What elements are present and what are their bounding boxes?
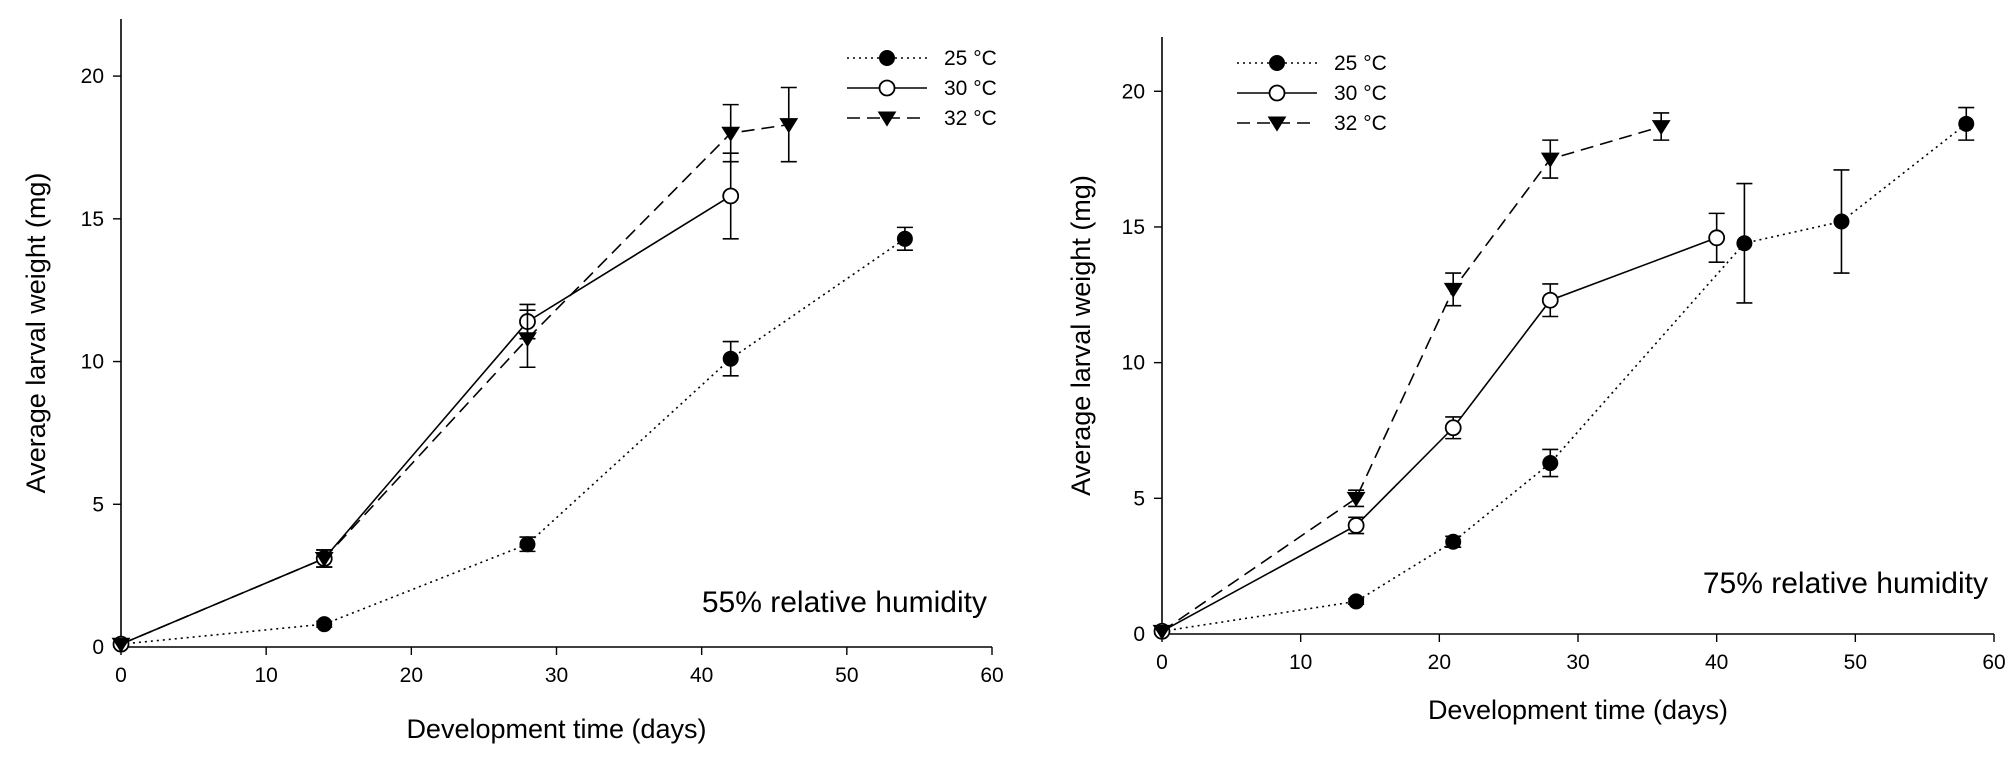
y-tick-label: 10 bbox=[1122, 352, 1145, 375]
data-point bbox=[1348, 593, 1365, 610]
data-point bbox=[1152, 624, 1172, 640]
x-tick-label: 40 bbox=[690, 664, 713, 687]
data-point bbox=[1444, 419, 1462, 437]
series-line bbox=[120, 123, 789, 645]
data-point bbox=[1443, 282, 1463, 298]
legend-label: 32 °C bbox=[944, 107, 997, 130]
x-tick-label: 0 bbox=[1156, 651, 1168, 674]
x-tick-label: 60 bbox=[980, 664, 1003, 687]
x-tick-label: 30 bbox=[545, 664, 568, 687]
data-point bbox=[779, 118, 799, 134]
data-point bbox=[1540, 152, 1560, 168]
series-line bbox=[120, 195, 732, 645]
y-tick-label: 15 bbox=[81, 208, 104, 231]
data-point bbox=[896, 230, 913, 247]
legend-label: 30 °C bbox=[944, 77, 997, 100]
x-tick-label: 50 bbox=[835, 664, 858, 687]
y-tick-label: 20 bbox=[1122, 80, 1145, 103]
data-point bbox=[314, 552, 334, 568]
data-point bbox=[519, 536, 536, 553]
data-point bbox=[111, 637, 131, 653]
legend-marker bbox=[1267, 116, 1287, 132]
x-tick-label: 60 bbox=[1982, 651, 2005, 674]
data-point bbox=[722, 350, 739, 367]
legend-marker bbox=[1268, 84, 1286, 102]
legend-label: 32 °C bbox=[1334, 112, 1387, 135]
legend-label: 30 °C bbox=[1334, 82, 1387, 105]
data-point bbox=[1347, 517, 1365, 534]
data-point bbox=[722, 187, 740, 205]
x-tick-label: 0 bbox=[115, 664, 127, 687]
data-point bbox=[1833, 213, 1850, 230]
data-point bbox=[1708, 229, 1726, 247]
chart-75-percent-humidity: 0 10 20 30 40 50 60 0 5 10 15 20 Development time (d… bbox=[1066, 37, 2006, 725]
y-tick-label: 0 bbox=[1133, 623, 1145, 646]
chart-55-percent-humidity: 0 10 20 30 40 50 60 0 5 10 15 20 Development time (d… bbox=[21, 19, 1004, 744]
x-axis-title: Development time (days) bbox=[1428, 695, 1728, 725]
series-line bbox=[1161, 125, 1662, 632]
x-tick-label: 40 bbox=[1705, 651, 1728, 674]
legend-label: 25 °C bbox=[944, 47, 997, 70]
series-line bbox=[1161, 123, 1967, 633]
x-tick-label: 20 bbox=[400, 664, 423, 687]
data-point bbox=[1542, 455, 1559, 472]
y-axis-title: Average larval weight (mg) bbox=[1066, 175, 1096, 496]
y-tick-label: 5 bbox=[92, 493, 104, 516]
x-tick-label: 10 bbox=[1289, 651, 1312, 674]
y-tick-label: 0 bbox=[92, 636, 104, 659]
legend-marker bbox=[1269, 55, 1285, 71]
legend-marker bbox=[879, 50, 895, 66]
data-point bbox=[1958, 115, 1975, 132]
humidity-annotation: 75% relative humidity bbox=[1703, 567, 1988, 600]
x-axis-title: Development time (days) bbox=[406, 714, 706, 744]
data-point bbox=[1541, 291, 1559, 309]
y-tick-label: 20 bbox=[81, 65, 104, 88]
y-axis-title: Average larval weight (mg) bbox=[21, 173, 51, 494]
legend-label: 25 °C bbox=[1334, 52, 1387, 75]
data-point bbox=[1445, 533, 1462, 550]
data-point bbox=[721, 126, 741, 142]
x-tick-label: 10 bbox=[254, 664, 277, 687]
humidity-annotation: 55% relative humidity bbox=[702, 586, 987, 619]
legend-marker bbox=[877, 111, 897, 127]
x-tick-label: 20 bbox=[1428, 651, 1451, 674]
x-tick-label: 50 bbox=[1844, 651, 1867, 674]
legend-marker bbox=[878, 79, 896, 97]
y-tick-label: 5 bbox=[1133, 487, 1145, 510]
y-tick-label: 10 bbox=[81, 351, 104, 374]
data-point bbox=[316, 616, 333, 633]
data-point bbox=[518, 332, 537, 348]
data-point bbox=[1346, 491, 1366, 507]
x-tick-label: 30 bbox=[1566, 651, 1589, 674]
series-line bbox=[120, 238, 906, 645]
data-point bbox=[1651, 120, 1671, 136]
y-tick-label: 15 bbox=[1122, 216, 1145, 239]
series-line bbox=[1161, 237, 1717, 632]
data-point bbox=[1736, 235, 1753, 252]
